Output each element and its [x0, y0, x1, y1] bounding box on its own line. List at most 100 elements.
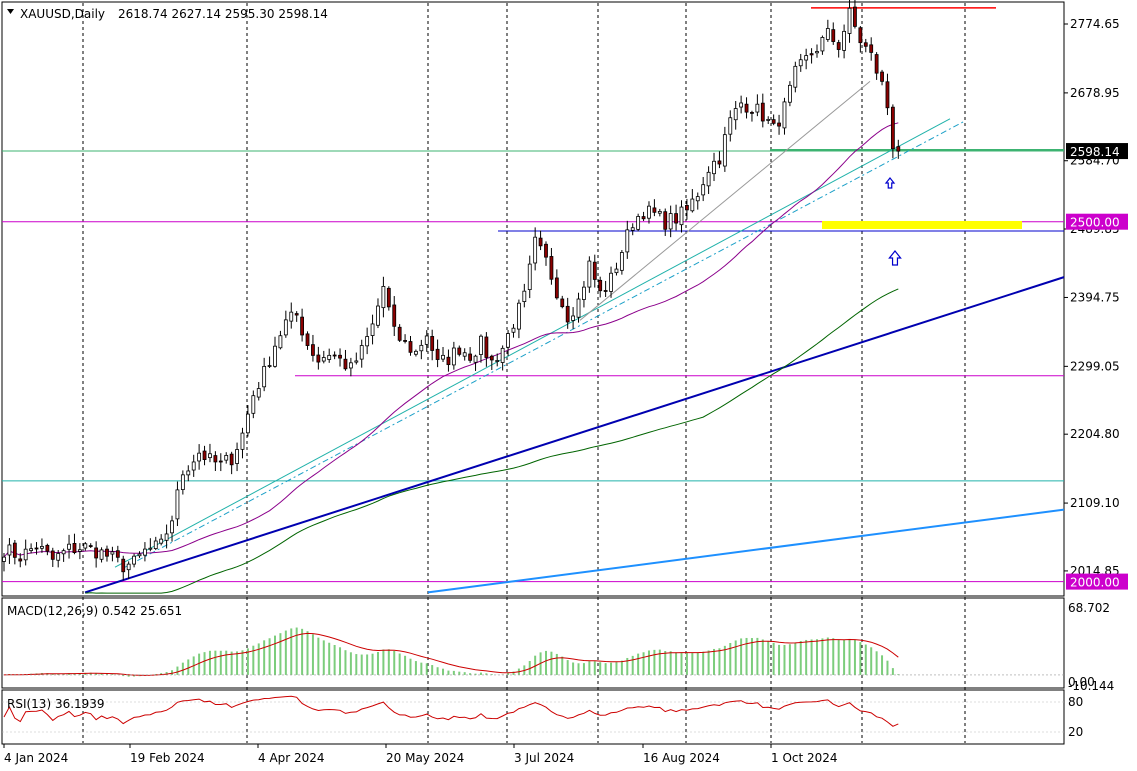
candle-body	[788, 84, 792, 103]
candle	[224, 452, 229, 464]
candle-body	[267, 365, 272, 367]
candle-body	[744, 103, 749, 113]
price-tick-label: 2774.65	[1070, 17, 1120, 31]
candle	[798, 53, 803, 72]
candle-body	[739, 102, 744, 108]
price-tick-label: 2109.10	[1070, 496, 1120, 510]
candle-body	[517, 302, 521, 330]
candle-body	[582, 286, 586, 300]
candle-body	[256, 388, 261, 398]
collapse-triangle-icon[interactable]	[7, 9, 14, 14]
candle-body	[446, 356, 451, 366]
candle-body	[105, 548, 109, 557]
candle	[592, 254, 597, 288]
candle	[744, 97, 749, 119]
price-axis: 2774.652678.952584.702489.852394.752299.…	[1064, 17, 1120, 578]
candle-body	[885, 81, 890, 109]
candle	[441, 346, 445, 363]
candle-body	[750, 111, 754, 114]
candle-body	[354, 360, 359, 363]
candle-body	[191, 461, 196, 471]
candle	[132, 553, 136, 568]
candle	[446, 349, 451, 372]
candle-body	[554, 277, 559, 299]
candle-body	[34, 547, 39, 550]
candle-body	[657, 211, 662, 214]
time-tick-label: 16 Aug 2024	[643, 751, 720, 765]
candle-body	[348, 362, 353, 369]
candle	[755, 94, 760, 117]
candle	[305, 331, 310, 350]
candle-body	[842, 30, 846, 51]
candle	[462, 348, 467, 361]
price-tag-bg	[1066, 573, 1128, 590]
candle	[208, 443, 212, 463]
candle-body	[668, 213, 673, 230]
candle-body	[847, 7, 852, 34]
candle-body	[61, 550, 66, 555]
candle-body	[441, 354, 445, 360]
candle	[115, 545, 120, 563]
candle-body	[457, 347, 462, 355]
candle-body	[403, 340, 407, 342]
candle-body	[869, 44, 874, 53]
price-tag-bg	[1066, 143, 1128, 160]
candle-body	[311, 344, 315, 356]
candle	[202, 445, 207, 466]
candle	[235, 442, 239, 472]
candle-body	[7, 544, 12, 556]
candle	[603, 280, 608, 297]
candle-body	[45, 544, 50, 552]
candle-body	[56, 553, 61, 561]
candle	[110, 546, 115, 562]
candle	[473, 354, 478, 371]
candle-body	[880, 71, 884, 82]
candle-body	[793, 65, 798, 88]
candle	[419, 339, 424, 360]
price-tag-label: 2598.14	[1070, 145, 1120, 159]
candle-body	[858, 27, 863, 44]
candle	[386, 286, 391, 311]
chart-symbol: XAUUSD,Daily	[20, 7, 105, 21]
candle	[728, 110, 733, 142]
candle-body	[890, 106, 895, 150]
ma-slow-line	[85, 288, 899, 594]
candle-body	[419, 344, 424, 352]
candle	[300, 308, 305, 342]
candle-body	[186, 470, 191, 476]
candle	[143, 542, 147, 562]
candle	[647, 201, 651, 224]
candle	[23, 539, 28, 566]
candle	[685, 198, 689, 220]
candle	[625, 220, 630, 259]
candle	[381, 276, 386, 318]
candle	[77, 543, 82, 560]
candle-body	[506, 333, 510, 348]
candle	[874, 52, 879, 80]
candle	[45, 543, 50, 556]
candle-body	[571, 315, 575, 321]
candle-body	[484, 336, 489, 358]
candle-body	[170, 520, 174, 534]
candle-body	[338, 354, 342, 359]
candle-body	[565, 305, 570, 323]
candle-body	[18, 558, 23, 562]
candle-body	[278, 335, 283, 349]
candle	[370, 314, 375, 345]
time-tick-label: 20 May 2024	[386, 751, 464, 765]
candle	[359, 339, 364, 368]
candle-body	[495, 360, 500, 362]
candle	[652, 199, 657, 217]
candle	[771, 114, 776, 126]
candle-body	[2, 556, 6, 562]
main-panel-frame	[1, 1, 1065, 597]
candle-body	[376, 305, 380, 326]
candle-body	[262, 365, 267, 388]
candle	[403, 334, 407, 344]
candle-body	[408, 341, 413, 353]
candle	[565, 297, 570, 329]
candle-body	[386, 287, 391, 308]
candle-body	[197, 452, 202, 462]
candle	[294, 311, 299, 322]
